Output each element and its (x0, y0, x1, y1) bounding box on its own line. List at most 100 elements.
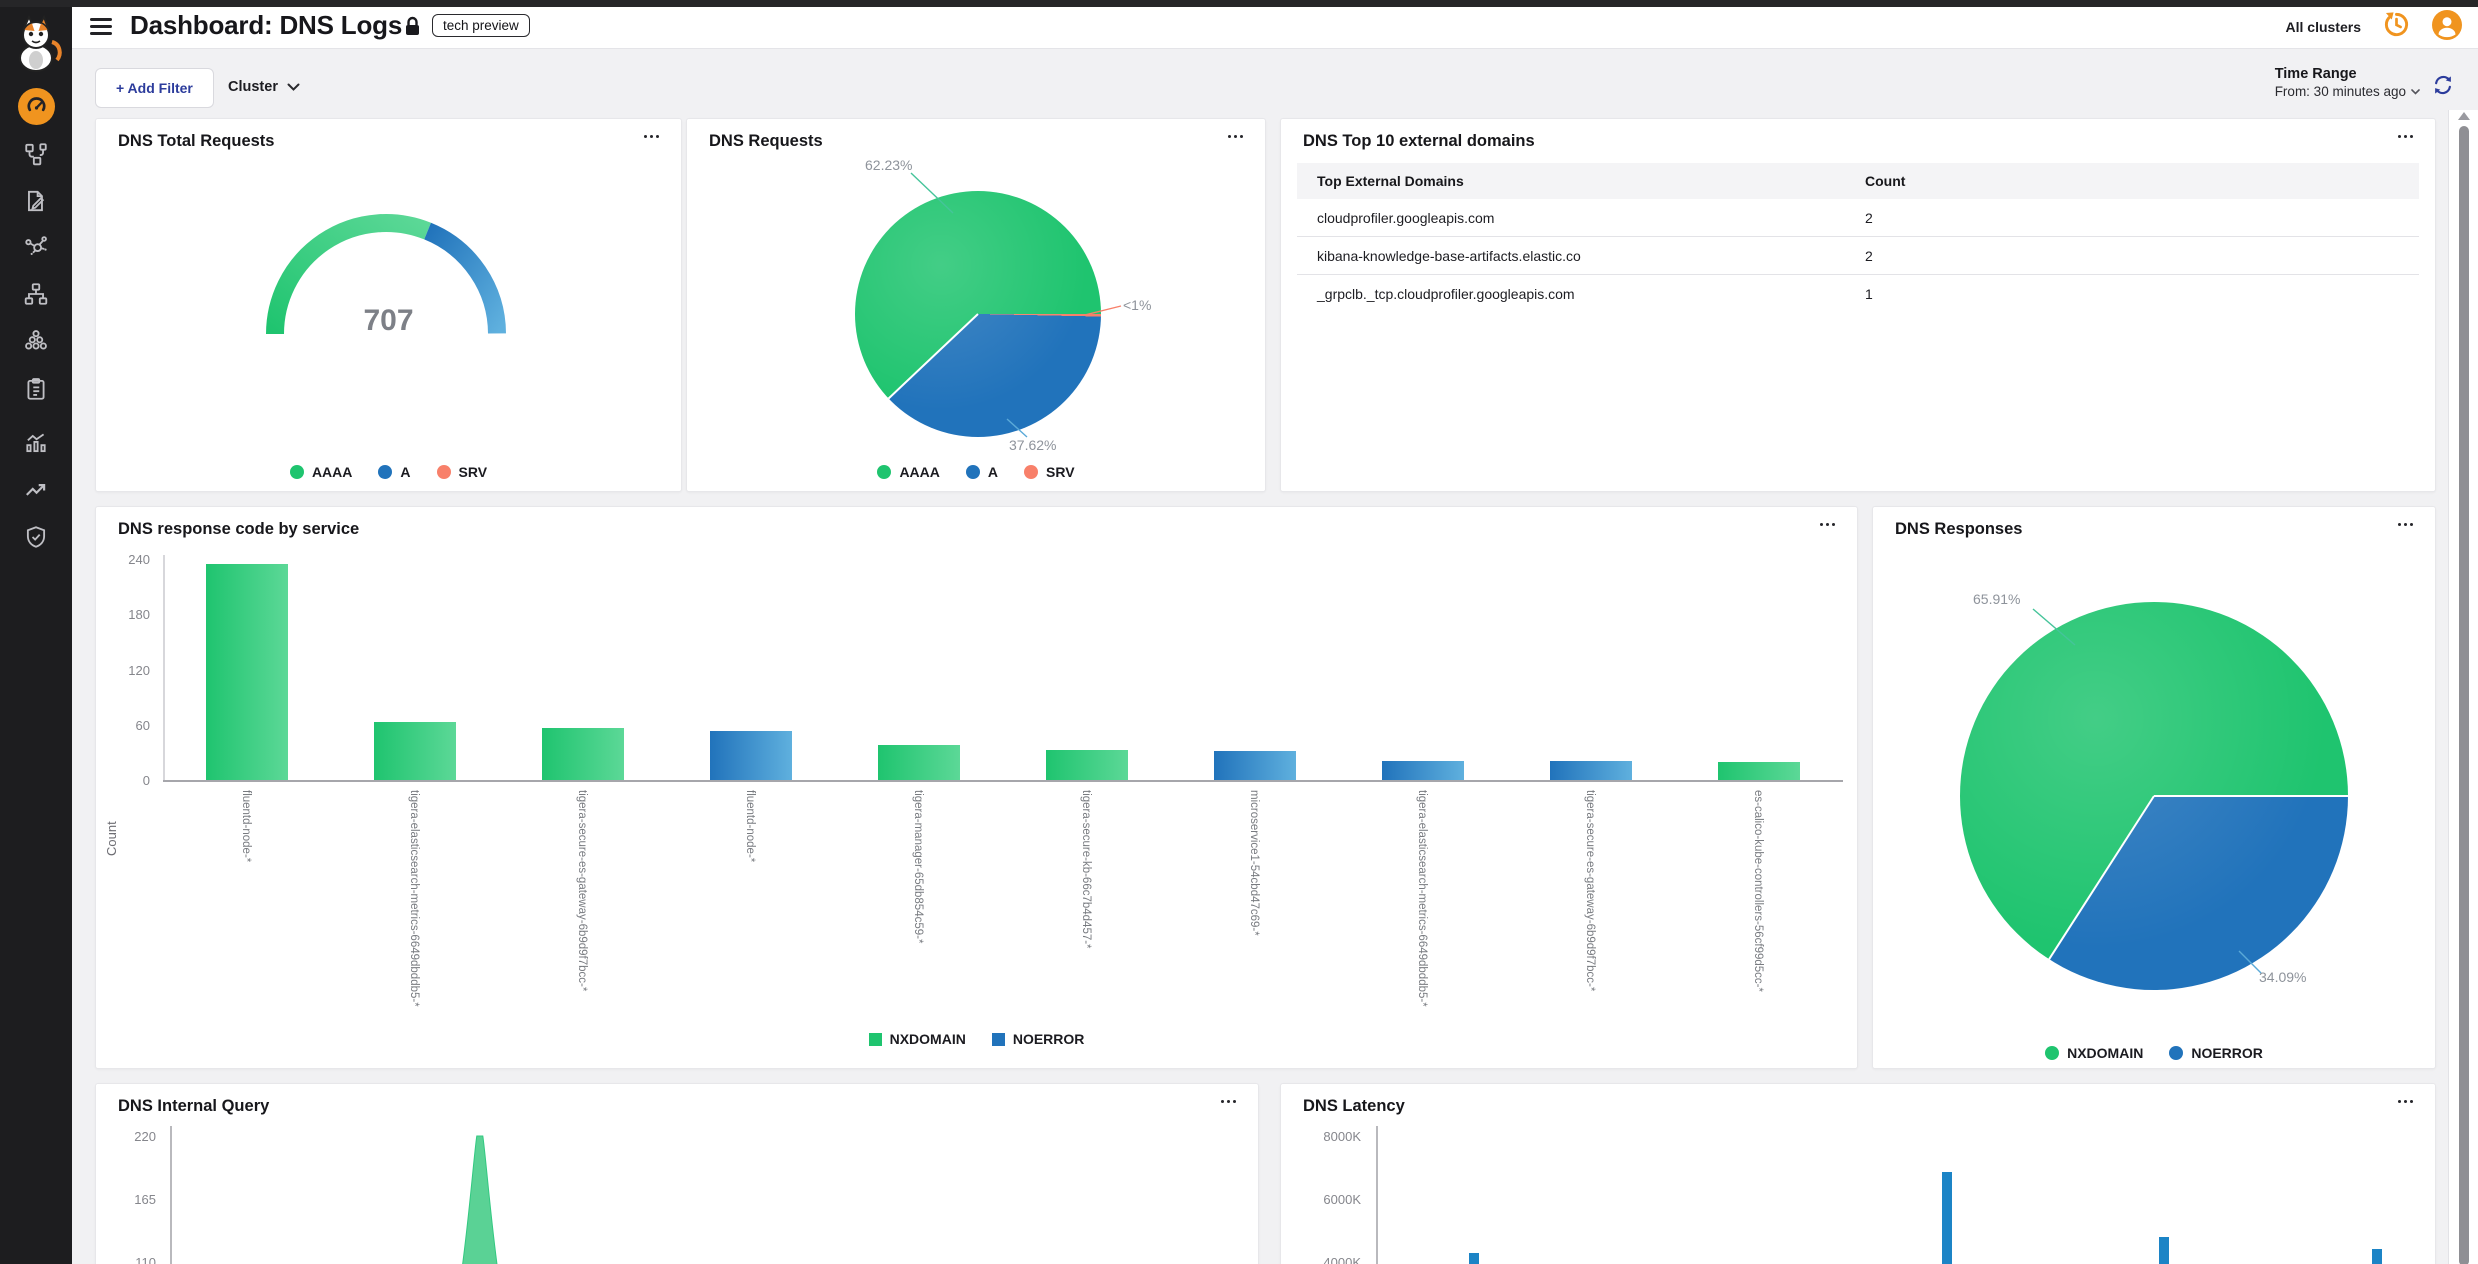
service-graph-icon[interactable] (0, 226, 72, 266)
network-tree-icon[interactable] (0, 274, 72, 314)
gauge-chart[interactable] (256, 209, 516, 344)
page-title: Dashboard: DNS Logs (130, 10, 403, 40)
bar-nxdomain[interactable] (542, 727, 624, 780)
column-header[interactable]: Count (1865, 173, 1906, 189)
bar-nxdomain[interactable] (878, 745, 960, 780)
latency-bar[interactable] (2371, 1249, 2382, 1264)
panel-menu-icon[interactable] (1819, 523, 1835, 527)
bar-noerror[interactable] (710, 731, 792, 780)
dns-responses-pie-chart[interactable] (1960, 602, 2348, 990)
bar-nxdomain[interactable] (206, 563, 288, 780)
y-tick-label: 240 (128, 552, 150, 567)
legend-swatch (877, 465, 892, 479)
add-filter-button[interactable]: + Add Filter (95, 68, 214, 108)
table-row[interactable]: _grpclb._tcp.cloudprofiler.googleapis.co… (1297, 275, 2419, 312)
app-header: Dashboard: DNS Logs tech preview All clu… (72, 7, 2478, 49)
dns-requests-pie-chart[interactable] (855, 191, 1101, 437)
bar-noerror[interactable] (1550, 760, 1632, 780)
gauge-icon[interactable] (0, 86, 72, 126)
bar-nxdomain[interactable] (374, 722, 456, 780)
y-tick-label: 180 (128, 607, 150, 623)
clipboard-icon[interactable] (0, 369, 72, 409)
pie-slice-divider (887, 313, 979, 400)
legend-swatch (289, 465, 304, 479)
legend-item[interactable]: A (378, 464, 411, 480)
legend-item[interactable]: NXDOMAIN (868, 1031, 966, 1047)
legend-label: NOERROR (1012, 1031, 1085, 1047)
bar-noerror[interactable] (1214, 751, 1296, 780)
column-header[interactable]: Top External Domains (1317, 173, 1464, 189)
count-cell: 2 (1865, 209, 1873, 226)
legend-item[interactable]: NXDOMAIN (2045, 1045, 2143, 1061)
bar-category-label: tigera-elasticsearch-metrics-6649dbddb5-… (408, 790, 420, 1007)
latency-bar-plot[interactable] (1378, 1129, 2428, 1264)
table-body: cloudprofiler.googleapis.com 2 kibana-know… (1297, 199, 2419, 312)
bar-chart-plot (163, 559, 1843, 780)
y-tick-label: 220 (134, 1129, 156, 1144)
legend-item[interactable]: A (965, 464, 998, 480)
bar-nxdomain[interactable] (1718, 761, 1800, 780)
legend-item[interactable]: SRV (436, 464, 487, 480)
legend-item[interactable]: NOERROR (2169, 1045, 2263, 1061)
bar-noerror[interactable] (1382, 760, 1464, 780)
panel-dns-total-requests: DNS Total Requests 707 AAAA A SRV (95, 118, 682, 492)
count-cell: 1 (1865, 285, 1873, 302)
pie-pct-label: 62.23% (865, 157, 913, 173)
table-row[interactable]: cloudprofiler.googleapis.com 2 (1297, 199, 2419, 237)
bar-category-label: tigera-manager-65db854c59-* (912, 790, 924, 944)
legend-item[interactable]: NOERROR (991, 1031, 1085, 1047)
legend-swatch (965, 465, 980, 479)
sidebar (0, 0, 72, 1264)
legend-item[interactable]: SRV (1024, 464, 1075, 480)
time-range-control[interactable]: Time Range From: 30 minutes ago (2275, 66, 2420, 99)
panel-menu-icon[interactable] (2397, 523, 2413, 527)
pie-pct-label: 34.09% (2259, 969, 2307, 985)
y-tick-label: 120 (128, 662, 150, 678)
panel-menu-icon[interactable] (2397, 1100, 2413, 1104)
cluster-scope-label[interactable]: All clusters (2285, 19, 2361, 35)
panel-menu-icon[interactable] (1227, 135, 1243, 139)
legend-swatch (2169, 1046, 2184, 1060)
window-top-strip (0, 0, 2478, 7)
panel-menu-icon[interactable] (2397, 135, 2413, 139)
domain-cell: kibana-knowledge-base-artifacts.elastic.… (1317, 247, 1581, 264)
policy-edit-icon[interactable] (0, 181, 72, 221)
topology-icon[interactable] (0, 134, 72, 174)
pie-slice-divider (2048, 795, 2155, 960)
legend-swatch (2045, 1046, 2060, 1060)
refresh-icon[interactable] (2432, 74, 2454, 101)
area-chart-plot[interactable] (172, 1129, 1252, 1264)
bar-nxdomain[interactable] (1046, 749, 1128, 780)
trend-icon[interactable] (0, 470, 72, 510)
gauge-segment-AAAA (266, 214, 431, 335)
panel-title: DNS response code by service (118, 520, 360, 538)
cluster-dropdown[interactable]: Cluster (228, 68, 300, 106)
latency-bar[interactable] (1942, 1172, 1953, 1264)
latency-bar[interactable] (2159, 1236, 2170, 1264)
cluster-nodes-icon[interactable] (0, 321, 72, 361)
metrics-icon[interactable] (0, 423, 72, 463)
legend: NXDOMAIN NOERROR (96, 1031, 1857, 1047)
panel-title: DNS Latency (1303, 1097, 1405, 1115)
scrollbar-thumb[interactable] (2459, 126, 2469, 1264)
table-row[interactable]: kibana-knowledge-base-artifacts.elastic.… (1297, 237, 2419, 275)
scrollbar-track[interactable] (2448, 110, 2478, 1264)
scroll-up-icon[interactable] (2458, 112, 2470, 120)
legend-item[interactable]: AAAA (289, 464, 352, 480)
latency-bar[interactable] (1468, 1252, 1479, 1264)
shield-check-icon[interactable] (0, 517, 72, 557)
panel-dns-latency: DNS Latency Microseconds 8000K 6000K 4000K (1280, 1083, 2436, 1264)
history-icon[interactable] (2383, 11, 2410, 43)
y-tick-label: 110 (135, 1255, 156, 1264)
domain-cell: _grpclb._tcp.cloudprofiler.googleapis.co… (1317, 285, 1575, 302)
legend-item[interactable]: AAAA (877, 464, 940, 480)
lock-icon (404, 16, 421, 42)
panel-dns-requests: DNS Requests 62.23% <1% 37.62% AAAA A SRV (686, 118, 1266, 492)
panel-menu-icon[interactable] (643, 135, 659, 139)
y-axis-line (163, 555, 165, 781)
user-avatar[interactable] (2432, 9, 2462, 45)
menu-toggle-icon[interactable] (90, 18, 112, 35)
panel-menu-icon[interactable] (1220, 1100, 1236, 1104)
calico-cat-logo[interactable] (8, 14, 64, 72)
